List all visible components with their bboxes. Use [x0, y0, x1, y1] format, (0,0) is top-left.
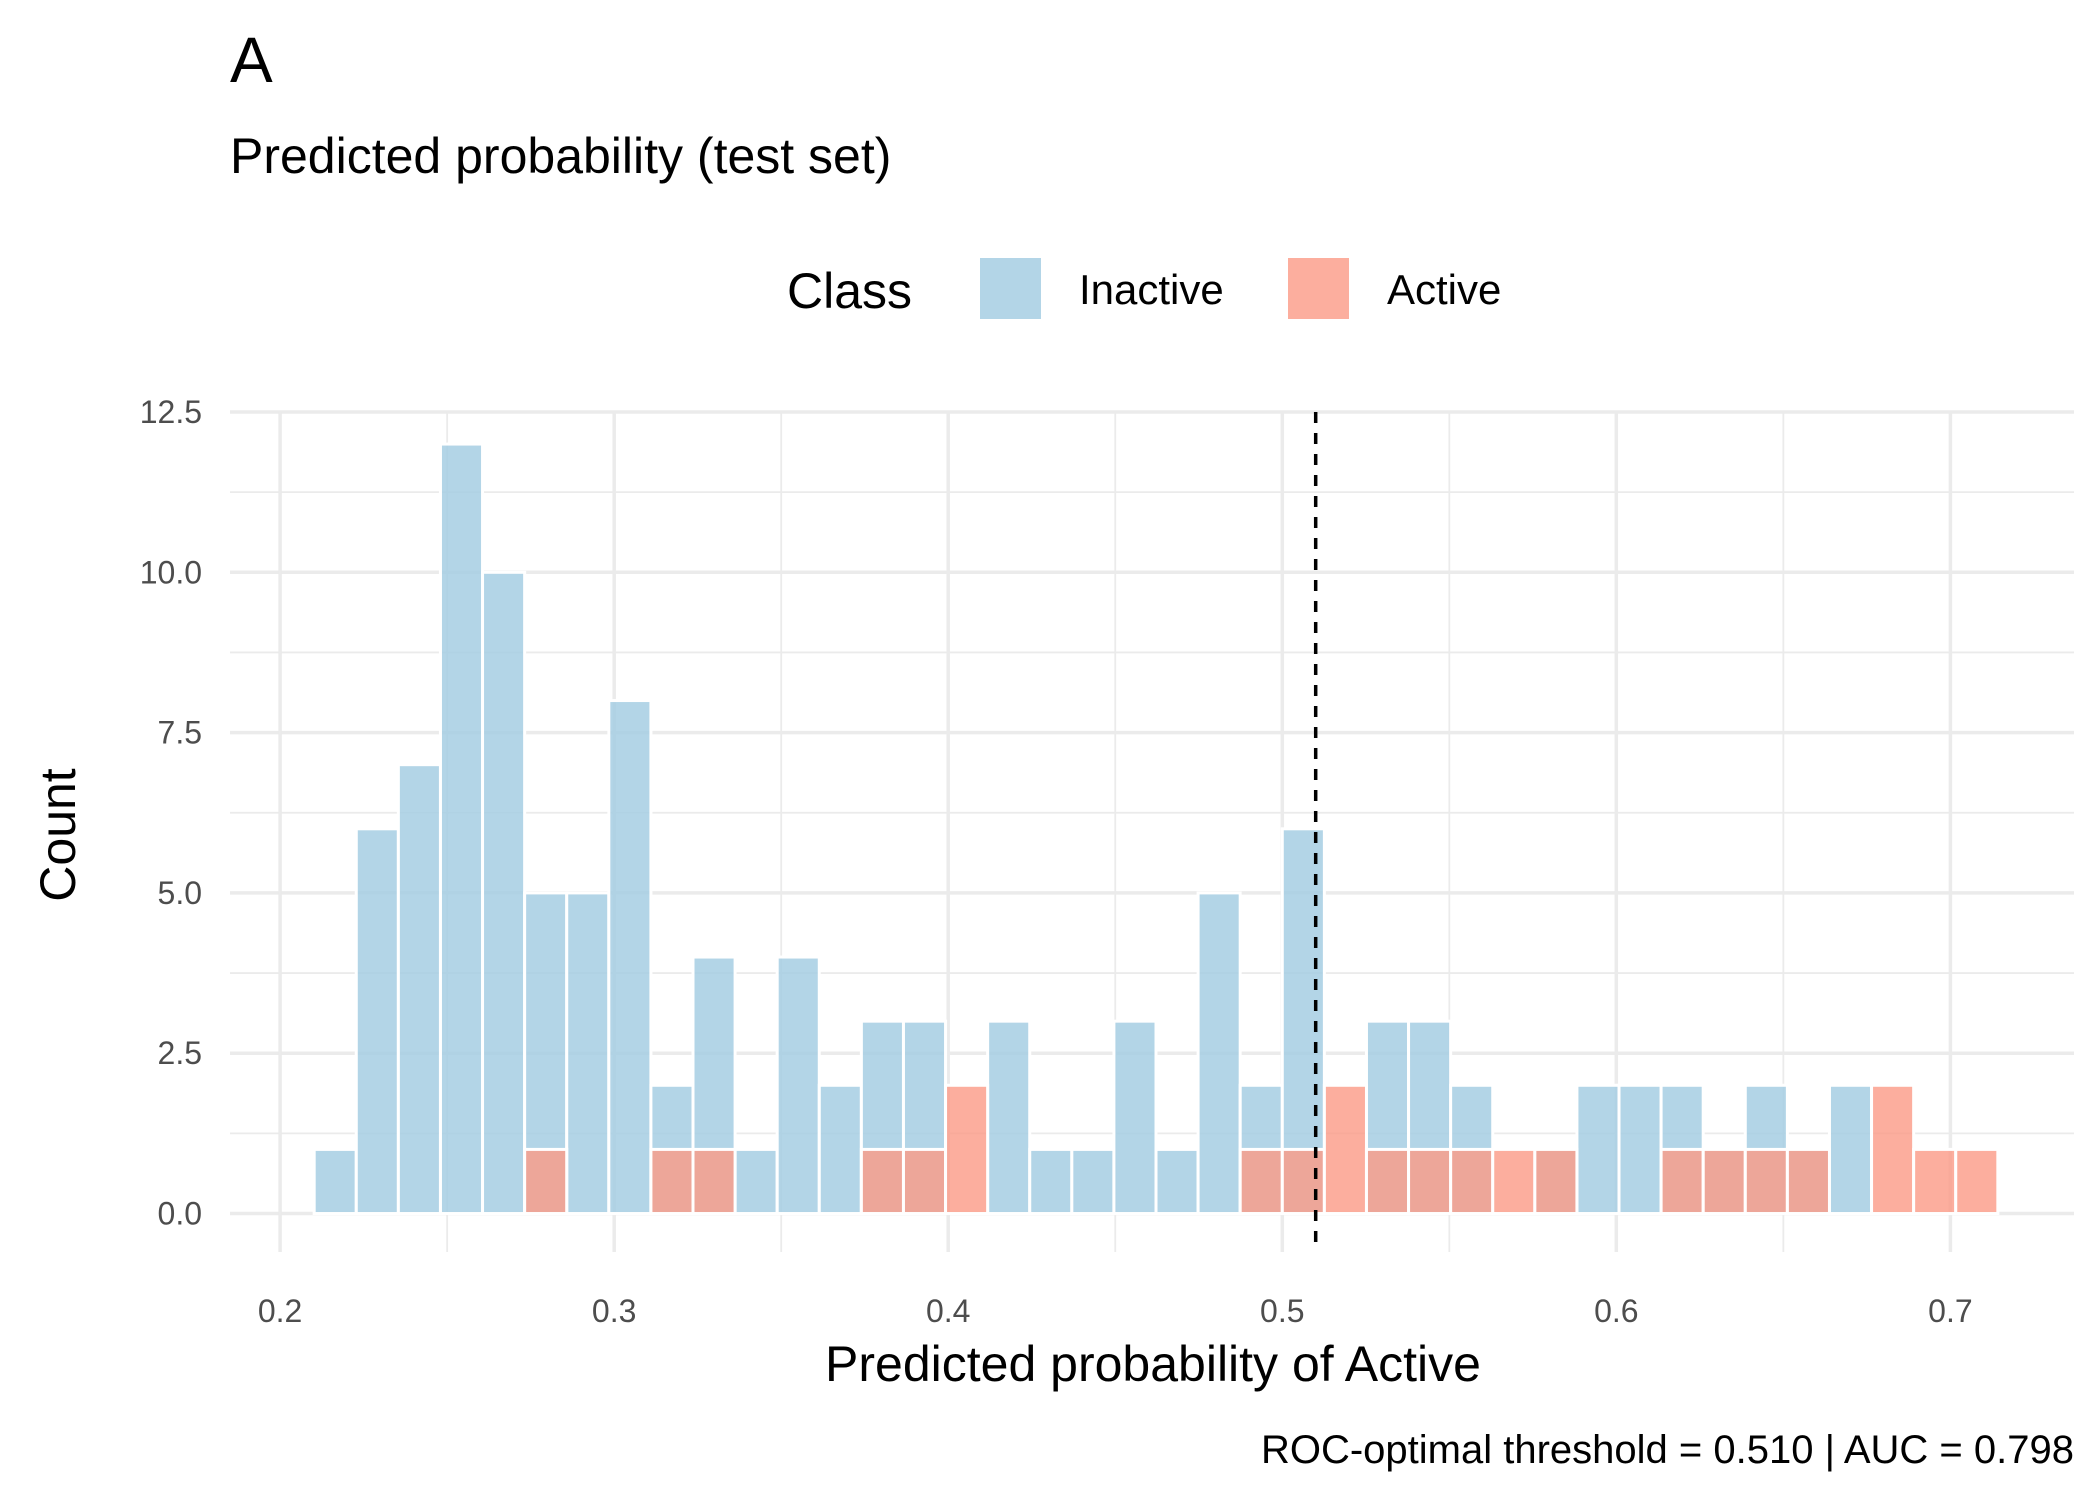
bar-active: [1701, 1147, 1747, 1216]
legend-swatch-inactive: [980, 258, 1041, 319]
bar-active: [1533, 1147, 1579, 1216]
y-tick-label: 0.0: [158, 1196, 202, 1232]
chart-caption: ROC-optimal threshold = 0.510 | AUC = 0.…: [1261, 1428, 2074, 1472]
bar-inactive: [1827, 1083, 1874, 1216]
bar-inactive: [438, 442, 485, 1216]
x-tick-label: 0.3: [592, 1293, 636, 1329]
bar-active: [1912, 1147, 1958, 1216]
x-tick-label: 0.7: [1928, 1293, 1972, 1329]
bar-inactive: [1575, 1083, 1621, 1216]
x-tick-label: 0.5: [1260, 1293, 1304, 1329]
bar-active: [1449, 1147, 1495, 1216]
bar-inactive: [1154, 1147, 1200, 1216]
inactive-bars: [312, 442, 1874, 1216]
bar-inactive: [986, 1019, 1032, 1216]
bar-active: [1407, 1147, 1453, 1216]
bar-active: [1491, 1147, 1537, 1216]
bar-active: [1870, 1083, 1916, 1216]
bar-inactive: [481, 570, 527, 1216]
bar-active: [649, 1147, 695, 1216]
bar-inactive: [1196, 891, 1242, 1216]
y-axis-ticks: 0.0 2.5 5.0 7.5 10.0 12.5: [140, 394, 202, 1232]
legend-title: Class: [787, 263, 912, 319]
y-tick-label: 12.5: [140, 394, 202, 430]
bar-inactive: [312, 1147, 358, 1216]
bar-active: [944, 1083, 990, 1216]
bar-inactive: [607, 699, 653, 1216]
bar-active: [901, 1147, 948, 1216]
bar-inactive: [733, 1147, 779, 1216]
y-axis-label: Count: [30, 768, 86, 902]
legend: Class Inactive Active: [787, 258, 1501, 319]
chart-title: Predicted probability (test set): [230, 128, 891, 184]
y-tick-label: 7.5: [158, 715, 202, 751]
bar-active: [1743, 1147, 1789, 1216]
bar-active: [1238, 1147, 1284, 1216]
bar-inactive: [775, 955, 821, 1216]
bar-active: [523, 1147, 569, 1216]
y-tick-label: 5.0: [158, 875, 202, 911]
bar-inactive: [396, 763, 442, 1216]
bar-inactive: [817, 1083, 863, 1216]
legend-label-active: Active: [1387, 266, 1501, 313]
legend-label-inactive: Inactive: [1079, 266, 1224, 313]
x-tick-label: 0.6: [1594, 1293, 1638, 1329]
panel-label: A: [230, 24, 273, 96]
bar-inactive: [1112, 1019, 1158, 1216]
y-tick-label: 10.0: [140, 554, 202, 590]
x-tick-label: 0.4: [926, 1293, 970, 1329]
bar-active: [1364, 1147, 1411, 1216]
bar-inactive: [1617, 1083, 1663, 1216]
bar-inactive: [1070, 1147, 1116, 1216]
bar-inactive: [565, 891, 611, 1216]
bar-inactive: [1028, 1147, 1074, 1216]
bar-active: [1954, 1147, 2000, 1216]
bar-active: [1280, 1147, 1326, 1216]
bar-active: [859, 1147, 905, 1216]
bar-active: [1659, 1147, 1705, 1216]
legend-swatch-active: [1288, 258, 1349, 319]
bar-active: [1322, 1083, 1368, 1216]
bar-active: [691, 1147, 737, 1216]
x-axis-label: Predicted probability of Active: [825, 1336, 1481, 1392]
active-bars: [523, 1083, 2000, 1216]
bar-active: [1785, 1147, 1831, 1216]
bar-inactive: [354, 827, 400, 1216]
x-tick-label: 0.2: [258, 1293, 302, 1329]
y-tick-label: 2.5: [158, 1035, 202, 1071]
x-axis-ticks: 0.2 0.3 0.4 0.5 0.6 0.7: [258, 1293, 1973, 1329]
